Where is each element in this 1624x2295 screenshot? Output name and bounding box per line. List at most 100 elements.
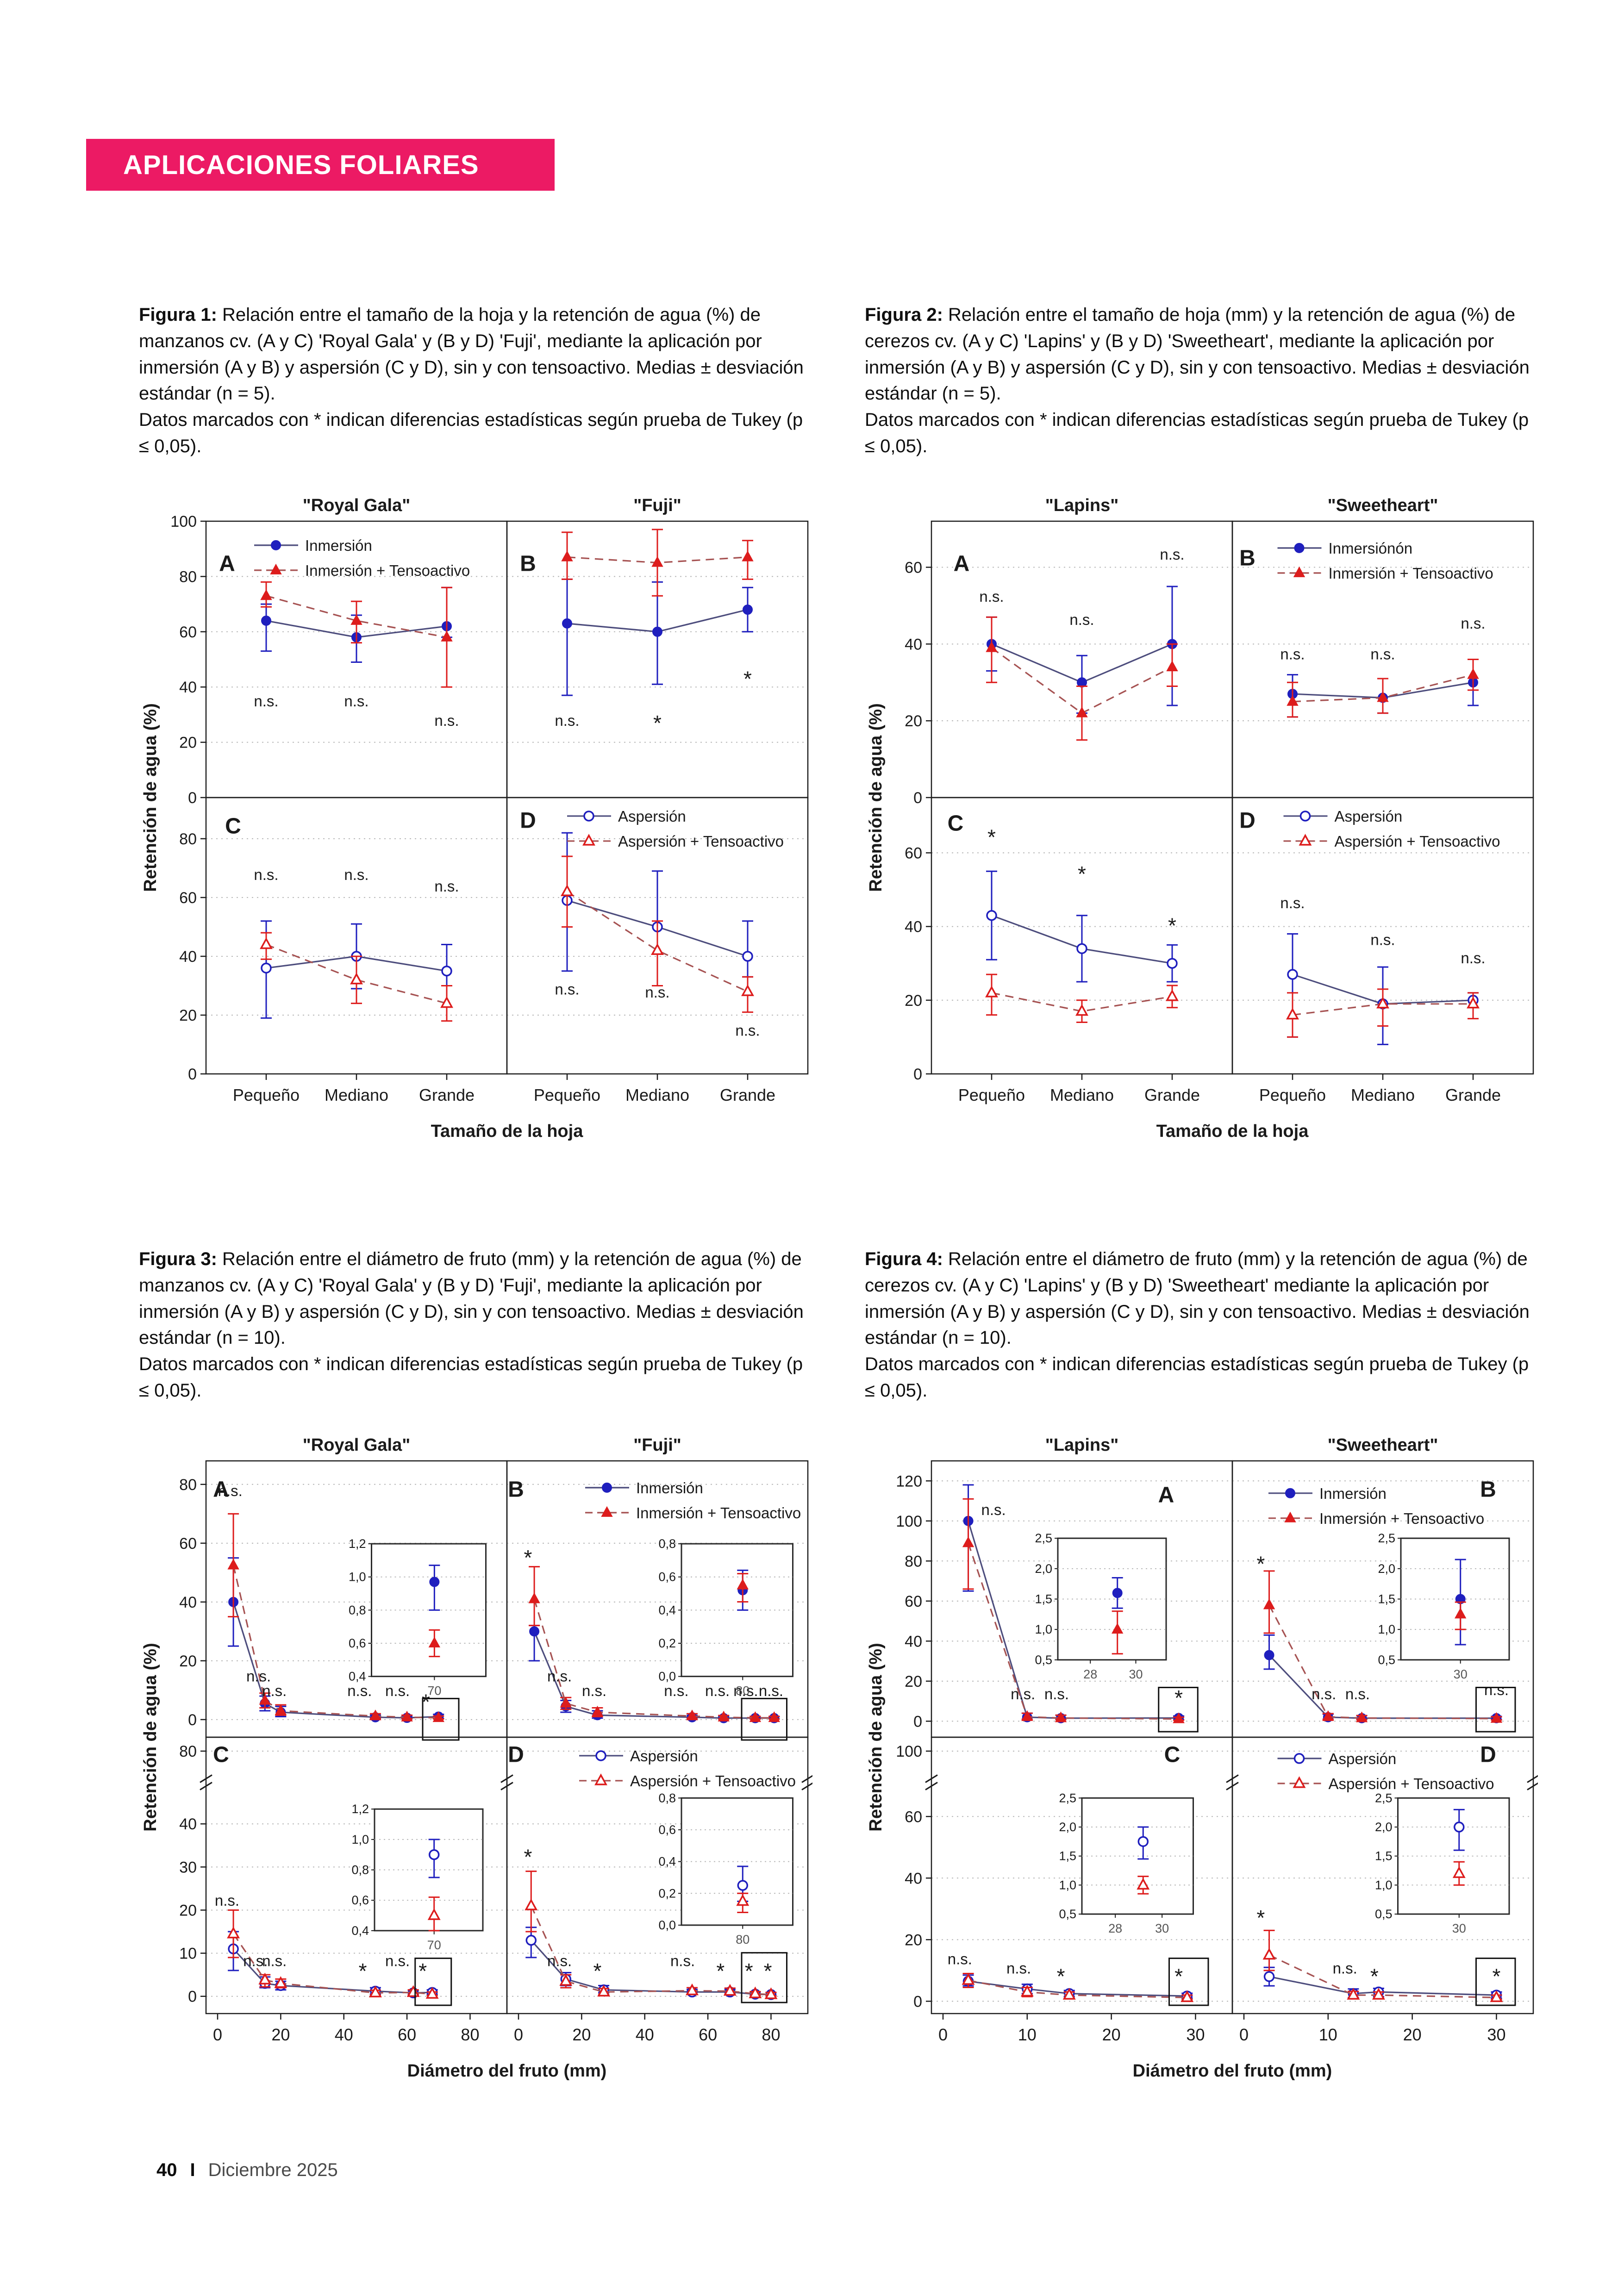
- svg-text:Pequeño: Pequeño: [958, 1085, 1025, 1104]
- svg-text:"Sweetheart": "Sweetheart": [1328, 496, 1438, 515]
- svg-text:30: 30: [179, 1858, 197, 1876]
- svg-text:*: *: [418, 1959, 427, 1983]
- svg-text:100: 100: [896, 1513, 922, 1530]
- svg-text:n.s.: n.s.: [1069, 611, 1094, 628]
- svg-text:1,0: 1,0: [1375, 1878, 1393, 1892]
- svg-text:0: 0: [188, 789, 197, 807]
- svg-text:"Fuji": "Fuji": [633, 496, 681, 515]
- svg-text:20: 20: [1102, 2025, 1121, 2044]
- svg-text:Inmersión: Inmersión: [305, 537, 372, 554]
- svg-text:0,8: 0,8: [349, 1603, 366, 1617]
- svg-text:n.s.: n.s.: [1484, 1681, 1509, 1698]
- svg-text:*: *: [524, 1845, 532, 1869]
- svg-text:C: C: [213, 1743, 229, 1767]
- svg-text:*: *: [422, 1690, 430, 1714]
- svg-text:*: *: [987, 825, 996, 849]
- svg-text:40: 40: [905, 1633, 922, 1650]
- svg-text:20: 20: [572, 2025, 591, 2044]
- svg-text:2,0: 2,0: [1375, 1820, 1393, 1834]
- svg-text:*: *: [1370, 1964, 1379, 1989]
- svg-text:20: 20: [905, 992, 922, 1010]
- figure4-caption-note: Datos marcados con * indican diferencias…: [865, 1354, 1529, 1401]
- svg-text:*: *: [1057, 1964, 1065, 1989]
- svg-text:n.s.: n.s.: [733, 1682, 758, 1699]
- svg-text:*: *: [593, 1959, 602, 1983]
- svg-text:0: 0: [913, 789, 922, 807]
- svg-text:2,5: 2,5: [1378, 1531, 1395, 1545]
- svg-text:40: 40: [179, 679, 197, 696]
- svg-text:70: 70: [427, 1938, 441, 1952]
- svg-text:100: 100: [896, 1743, 922, 1760]
- svg-text:1,5: 1,5: [1035, 1592, 1052, 1606]
- svg-text:0,6: 0,6: [658, 1823, 676, 1837]
- svg-text:*: *: [745, 1959, 753, 1983]
- svg-text:*: *: [1256, 1552, 1265, 1576]
- svg-text:Inmersiónón: Inmersiónón: [1329, 540, 1413, 557]
- svg-text:2,0: 2,0: [1035, 1562, 1052, 1576]
- svg-text:60: 60: [905, 1808, 922, 1826]
- svg-text:80: 80: [179, 568, 197, 586]
- svg-text:n.s.: n.s.: [243, 1952, 268, 1970]
- svg-text:Inmersión + Tensoactivo: Inmersión + Tensoactivo: [305, 562, 470, 579]
- svg-text:0,0: 0,0: [658, 1918, 676, 1932]
- svg-text:n.s.: n.s.: [759, 1682, 783, 1699]
- svg-text:n.s.: n.s.: [344, 866, 369, 883]
- figure2-caption: Figura 2: Relación entre el tamaño de ho…: [865, 302, 1537, 460]
- svg-text:Grande: Grande: [1144, 1085, 1200, 1104]
- svg-text:20: 20: [905, 712, 922, 730]
- figure1-caption-note: Datos marcados con * indican diferencias…: [139, 410, 803, 456]
- svg-text:Aspersión + Tensoactivo: Aspersión + Tensoactivo: [618, 833, 784, 850]
- svg-text:n.s.: n.s.: [555, 712, 579, 729]
- svg-text:0: 0: [188, 1066, 197, 1083]
- svg-text:0: 0: [213, 2025, 222, 2044]
- svg-text:*: *: [359, 1959, 367, 1983]
- svg-text:60: 60: [699, 2025, 717, 2044]
- svg-text:n.s.: n.s.: [670, 1952, 695, 1970]
- svg-text:n.s.: n.s.: [664, 1682, 688, 1699]
- svg-text:A: A: [219, 551, 235, 576]
- svg-text:0: 0: [188, 1711, 197, 1729]
- svg-text:n.s.: n.s.: [1312, 1685, 1336, 1703]
- svg-text:80: 80: [179, 1476, 197, 1494]
- figure3-caption-label: Figura 3:: [139, 1249, 217, 1269]
- svg-text:Mediano: Mediano: [625, 1085, 689, 1104]
- svg-text:Retención de agua (%): Retención de agua (%): [141, 1643, 160, 1832]
- svg-text:Diámetro del fruto (mm): Diámetro del fruto (mm): [1133, 2061, 1332, 2081]
- svg-text:0,6: 0,6: [351, 1893, 369, 1907]
- svg-text:Inmersión + Tensoactivo: Inmersión + Tensoactivo: [1319, 1510, 1484, 1527]
- svg-text:n.s.: n.s.: [434, 712, 459, 729]
- svg-text:A: A: [213, 1478, 229, 1502]
- svg-text:2,5: 2,5: [1035, 1531, 1052, 1545]
- svg-text:80: 80: [179, 830, 197, 848]
- svg-text:30: 30: [1186, 2025, 1205, 2044]
- svg-text:Diámetro del fruto (mm): Diámetro del fruto (mm): [407, 2061, 607, 2081]
- svg-text:n.s.: n.s.: [262, 1682, 287, 1699]
- svg-text:n.s.: n.s.: [254, 866, 278, 883]
- svg-text:n.s.: n.s.: [215, 1892, 239, 1909]
- figure3-caption: Figura 3: Relación entre el diámetro de …: [139, 1246, 811, 1404]
- figure2-chart: "Lapins" "Sweetheart" Retención de agua (%…: [862, 492, 1538, 1177]
- svg-text:Inmersión: Inmersión: [1319, 1485, 1387, 1502]
- svg-text:Aspersión: Aspersión: [1335, 808, 1403, 825]
- svg-text:n.s.: n.s.: [555, 981, 579, 998]
- svg-text:D: D: [520, 809, 536, 833]
- svg-text:40: 40: [179, 1594, 197, 1611]
- svg-text:Grande: Grande: [419, 1085, 475, 1104]
- svg-text:28: 28: [1083, 1667, 1097, 1681]
- svg-text:60: 60: [905, 1593, 922, 1610]
- svg-text:n.s.: n.s.: [1011, 1685, 1035, 1703]
- svg-text:2,5: 2,5: [1059, 1791, 1076, 1805]
- svg-text:n.s.: n.s.: [434, 878, 459, 895]
- svg-text:n.s.: n.s.: [735, 1022, 760, 1039]
- svg-text:Aspersión: Aspersión: [1329, 1750, 1397, 1767]
- svg-text:1,5: 1,5: [1375, 1849, 1393, 1863]
- svg-text:n.s.: n.s.: [979, 588, 1004, 605]
- svg-text:"Fuji": "Fuji": [633, 1435, 681, 1455]
- svg-text:B: B: [520, 551, 536, 576]
- section-banner: APLICACIONES FOLIARES: [86, 139, 555, 191]
- svg-text:0: 0: [913, 1713, 922, 1730]
- svg-text:n.s.: n.s.: [1370, 646, 1395, 663]
- svg-text:C: C: [948, 811, 964, 836]
- svg-text:0,8: 0,8: [658, 1537, 676, 1551]
- svg-text:40: 40: [179, 1815, 197, 1833]
